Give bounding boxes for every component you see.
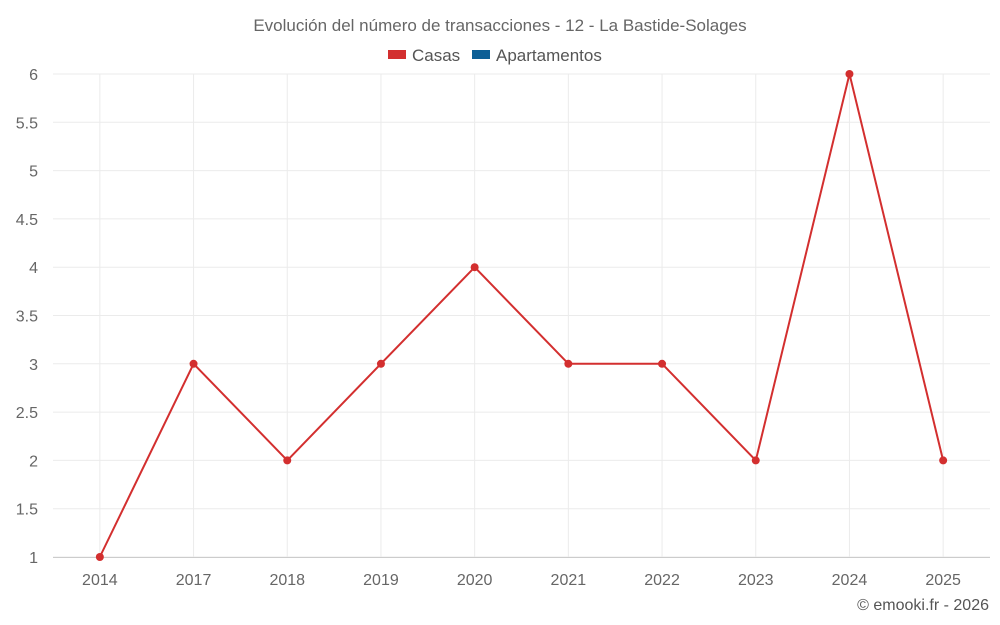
y-tick-label: 3.5 — [16, 309, 38, 326]
y-tick-label: 2.5 — [16, 405, 38, 422]
y-axis-ticks: 1 1.5 2 2.5 3 3.5 4 4.5 5 5.5 6 — [16, 67, 38, 567]
x-tick-label: 2021 — [551, 572, 587, 589]
legend-swatch-casas[interactable] — [388, 50, 406, 59]
data-point[interactable] — [283, 456, 292, 465]
y-tick-label: 2 — [29, 453, 38, 470]
credit-text: © emooki.fr - 2026 — [857, 597, 989, 614]
data-point[interactable] — [470, 263, 479, 272]
x-tick-label: 2023 — [738, 572, 774, 589]
data-point[interactable] — [751, 456, 760, 465]
x-tick-label: 2014 — [82, 572, 118, 589]
y-tick-label: 5 — [29, 164, 38, 181]
data-point[interactable] — [189, 359, 198, 368]
legend-swatch-apartamentos[interactable] — [472, 50, 490, 59]
series-layer — [95, 70, 948, 561]
y-tick-label: 1 — [29, 550, 38, 567]
y-tick-label: 4.5 — [16, 212, 38, 229]
x-tick-label: 2018 — [269, 572, 305, 589]
y-tick-label: 1.5 — [16, 502, 38, 519]
data-point[interactable] — [564, 359, 573, 368]
chart-title: Evolución del número de transacciones - … — [253, 16, 746, 35]
y-tick-label: 6 — [29, 67, 38, 84]
legend-label-casas[interactable]: Casas — [412, 46, 460, 65]
x-axis-ticks: 2014 2017 2018 2019 2020 2021 2022 2023 2024 2025 — [82, 572, 961, 589]
data-point[interactable] — [845, 70, 854, 78]
x-tick-label: 2017 — [176, 572, 212, 589]
x-tick-label: 2020 — [457, 572, 493, 589]
x-tick-label: 2024 — [832, 572, 868, 589]
legend-label-apartamentos[interactable]: Apartamentos — [496, 46, 602, 65]
x-tick-label: 2022 — [644, 572, 680, 589]
data-point[interactable] — [658, 359, 667, 368]
x-tick-label: 2025 — [925, 572, 961, 589]
data-point[interactable] — [376, 359, 385, 368]
data-point[interactable] — [939, 456, 948, 465]
series-line-casas — [98, 73, 945, 558]
y-tick-label: 4 — [29, 260, 38, 277]
y-tick-label: 5.5 — [16, 115, 38, 132]
y-tick-label: 3 — [29, 357, 38, 374]
data-point[interactable] — [95, 553, 104, 561]
legend: Casas Apartamentos — [388, 46, 602, 65]
x-tick-label: 2019 — [363, 572, 399, 589]
